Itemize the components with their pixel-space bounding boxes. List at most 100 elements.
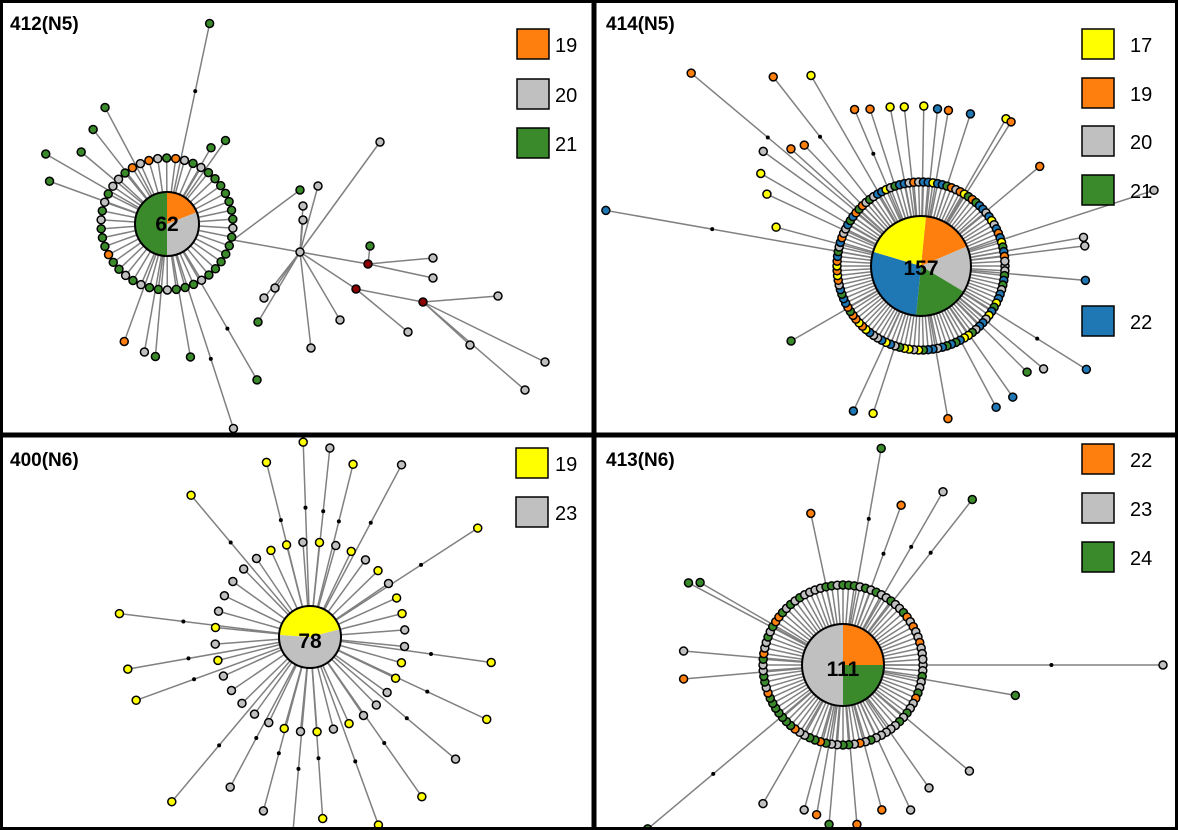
- edge: [809, 701, 827, 739]
- median-vector-node: [208, 356, 213, 361]
- median-vector-node: [225, 326, 230, 331]
- haplotype-node: [196, 275, 207, 285]
- median-vector-node: [928, 550, 933, 555]
- edge: [292, 667, 309, 830]
- edge: [913, 315, 918, 350]
- edge: [139, 163, 155, 196]
- edge: [223, 649, 283, 677]
- haplotype-node: [298, 537, 308, 548]
- legend-swatch-gray: [1081, 492, 1115, 524]
- center-node: [801, 623, 885, 707]
- edge: [299, 141, 381, 253]
- haplotype-node: [213, 655, 223, 666]
- edge: [763, 670, 803, 678]
- edge: [930, 314, 939, 349]
- edge: [339, 644, 402, 664]
- edge: [850, 704, 861, 744]
- edge: [340, 629, 405, 636]
- haplotype-node: [180, 282, 190, 293]
- edge: [932, 184, 944, 218]
- edge: [964, 224, 995, 243]
- edge: [763, 667, 803, 672]
- edge: [946, 193, 966, 224]
- edge: [775, 621, 809, 644]
- haplotype-node: [382, 687, 392, 698]
- haplotype-node: [298, 201, 308, 211]
- edge: [232, 239, 301, 253]
- edge: [924, 315, 929, 350]
- median-vector-node: [228, 540, 233, 545]
- haplotype-node: [119, 336, 129, 347]
- haplotype-node: [135, 158, 146, 169]
- edge: [192, 241, 222, 263]
- legend-swatch-green: [1081, 174, 1115, 206]
- center-pie-slice: [916, 266, 964, 316]
- legend-swatch-orange: [516, 28, 550, 60]
- center-pie-slice: [167, 192, 197, 224]
- edge: [322, 664, 350, 724]
- edge: [957, 299, 984, 324]
- edge: [107, 193, 139, 211]
- haplotype-node: [204, 270, 214, 280]
- edge: [179, 252, 195, 285]
- edge: [841, 282, 875, 295]
- edge: [875, 616, 908, 642]
- edge: [958, 165, 1041, 235]
- edge: [883, 652, 923, 660]
- edge: [355, 288, 409, 333]
- edge: [172, 23, 211, 193]
- edge: [316, 464, 354, 608]
- panel-412: 62 412(N5) 19 20 21: [10, 14, 577, 434]
- haplotype-node: [161, 153, 172, 163]
- center-pie-outline: [870, 215, 972, 317]
- haplotype-node: [1010, 690, 1021, 701]
- haplotype-node: [88, 124, 98, 135]
- panel-400: 78 400(N6) 19 23: [10, 437, 577, 830]
- edge: [799, 597, 822, 631]
- edge: [766, 641, 804, 655]
- edge: [840, 279, 874, 291]
- edge: [148, 254, 160, 288]
- edge: [852, 294, 881, 316]
- edge: [961, 216, 990, 238]
- edge: [198, 209, 232, 219]
- legend-label: 20: [555, 85, 577, 107]
- haplotype-node: [899, 102, 910, 112]
- haplotype-node: [758, 798, 768, 809]
- edge: [799, 699, 822, 733]
- haplotype-node: [279, 723, 289, 734]
- haplotype-node: [249, 709, 260, 719]
- edge: [814, 589, 830, 627]
- edge: [917, 315, 921, 350]
- edge: [102, 229, 136, 239]
- edge: [882, 647, 922, 658]
- legend: 19 20 21: [516, 28, 577, 159]
- edge: [810, 513, 836, 626]
- edge: [819, 704, 833, 742]
- edge: [270, 550, 298, 610]
- haplotype-node: [100, 102, 110, 113]
- median-vector-node: [871, 151, 876, 156]
- edge: [157, 255, 164, 290]
- edge: [882, 675, 920, 689]
- edge: [830, 585, 838, 625]
- edges: [605, 72, 1155, 419]
- edge: [268, 664, 298, 723]
- haplotype-node: [228, 214, 238, 224]
- edge: [845, 228, 877, 245]
- legend-label: 17: [1130, 35, 1152, 57]
- edge: [92, 128, 148, 200]
- edge: [861, 301, 887, 327]
- panel-title: 400(N6): [10, 450, 79, 471]
- edge: [265, 462, 304, 608]
- median-vector-node: [278, 518, 283, 523]
- haplotype-node: [768, 72, 778, 82]
- panel-title: 412(N5): [10, 14, 79, 35]
- haplotype-node: [417, 791, 427, 802]
- panel-413: 111 413(N6) 22 23 24: [606, 443, 1168, 830]
- haplotype-node: [762, 189, 772, 199]
- edge: [849, 292, 880, 313]
- haplotype-node: [383, 578, 394, 589]
- edge: [853, 109, 903, 221]
- edge: [229, 664, 297, 788]
